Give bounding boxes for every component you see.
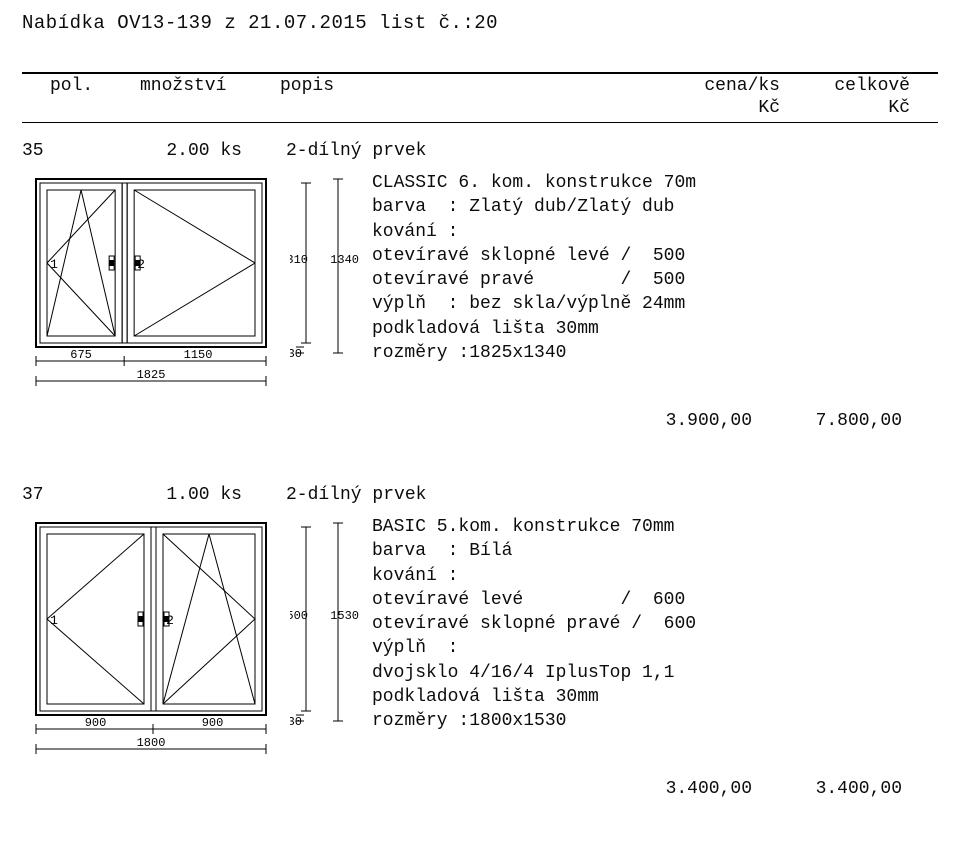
svg-text:1340: 1340: [330, 253, 359, 267]
drawing: 1 2 900 900 1800: [22, 511, 290, 777]
col-total-sub: Kč: [780, 98, 910, 118]
item-body: 1 2 900 900 1800 1500 1530 30 BASIC 5.kom. kon…: [22, 511, 938, 777]
item-specs: CLASSIC 6. kom. konstrukce 70m barva : Z…: [372, 167, 938, 409]
item-pos: 37: [22, 485, 78, 505]
table-header: pol. množství popis cena/ks celkově: [22, 76, 938, 96]
document-header: Nabídka OV13-139 z 21.07.2015 list č.:20: [22, 12, 938, 34]
svg-text:2: 2: [166, 613, 174, 628]
unit-price: 3.400,00: [582, 779, 752, 799]
unit-price: 3.900,00: [582, 411, 752, 431]
page: Nabídka OV13-139 z 21.07.2015 list č.:20…: [0, 0, 960, 868]
table-subheader: Kč Kč: [22, 98, 938, 118]
item-title: 2-dílný prvek: [268, 485, 938, 505]
svg-text:2: 2: [137, 257, 145, 272]
col-pol: pol.: [22, 76, 140, 96]
item-qty: 2.00 ks: [78, 141, 268, 161]
svg-text:1: 1: [50, 613, 58, 628]
svg-text:1500: 1500: [290, 609, 308, 623]
svg-text:900: 900: [202, 716, 224, 730]
item-title: 2-dílný prvek: [268, 141, 938, 161]
total-price: 3.400,00: [752, 779, 902, 799]
item-specs: BASIC 5.kom. konstrukce 70mm barva : Bíl…: [372, 511, 938, 777]
svg-text:675: 675: [70, 348, 92, 362]
svg-text:900: 900: [85, 716, 107, 730]
svg-text:1530: 1530: [330, 609, 359, 623]
col-unit-sub: Kč: [610, 98, 780, 118]
price-row: 3.400,00 3.400,00: [22, 779, 938, 799]
item-qty: 1.00 ks: [78, 485, 268, 505]
svg-text:1150: 1150: [184, 348, 213, 362]
right-dims: 1500 1530 30: [290, 511, 372, 777]
col-qty: množství: [140, 76, 280, 96]
svg-text:1310: 1310: [290, 253, 308, 267]
col-desc: popis: [280, 76, 610, 96]
price-row: 3.900,00 7.800,00: [22, 411, 938, 431]
svg-text:1: 1: [50, 257, 58, 272]
drawing: 1 2 675 1150 1825: [22, 167, 290, 409]
svg-text:30: 30: [290, 347, 302, 361]
rule-top: [22, 72, 938, 74]
item-pos: 35: [22, 141, 78, 161]
rule-bottom: [22, 122, 938, 123]
col-total: celkově: [780, 76, 910, 96]
svg-text:1825: 1825: [137, 368, 166, 382]
total-price: 7.800,00: [752, 411, 902, 431]
item-row: 35 2.00 ks 2-dílný prvek: [22, 141, 938, 161]
item-body: 1 2 675 1150 1825 1310 1340 30 CLASSIC 6. kom.…: [22, 167, 938, 409]
right-dims: 1310 1340 30: [290, 167, 372, 409]
svg-text:1800: 1800: [137, 736, 166, 750]
col-unit: cena/ks: [610, 76, 780, 96]
svg-text:30: 30: [290, 715, 302, 729]
item-row: 37 1.00 ks 2-dílný prvek: [22, 485, 938, 505]
